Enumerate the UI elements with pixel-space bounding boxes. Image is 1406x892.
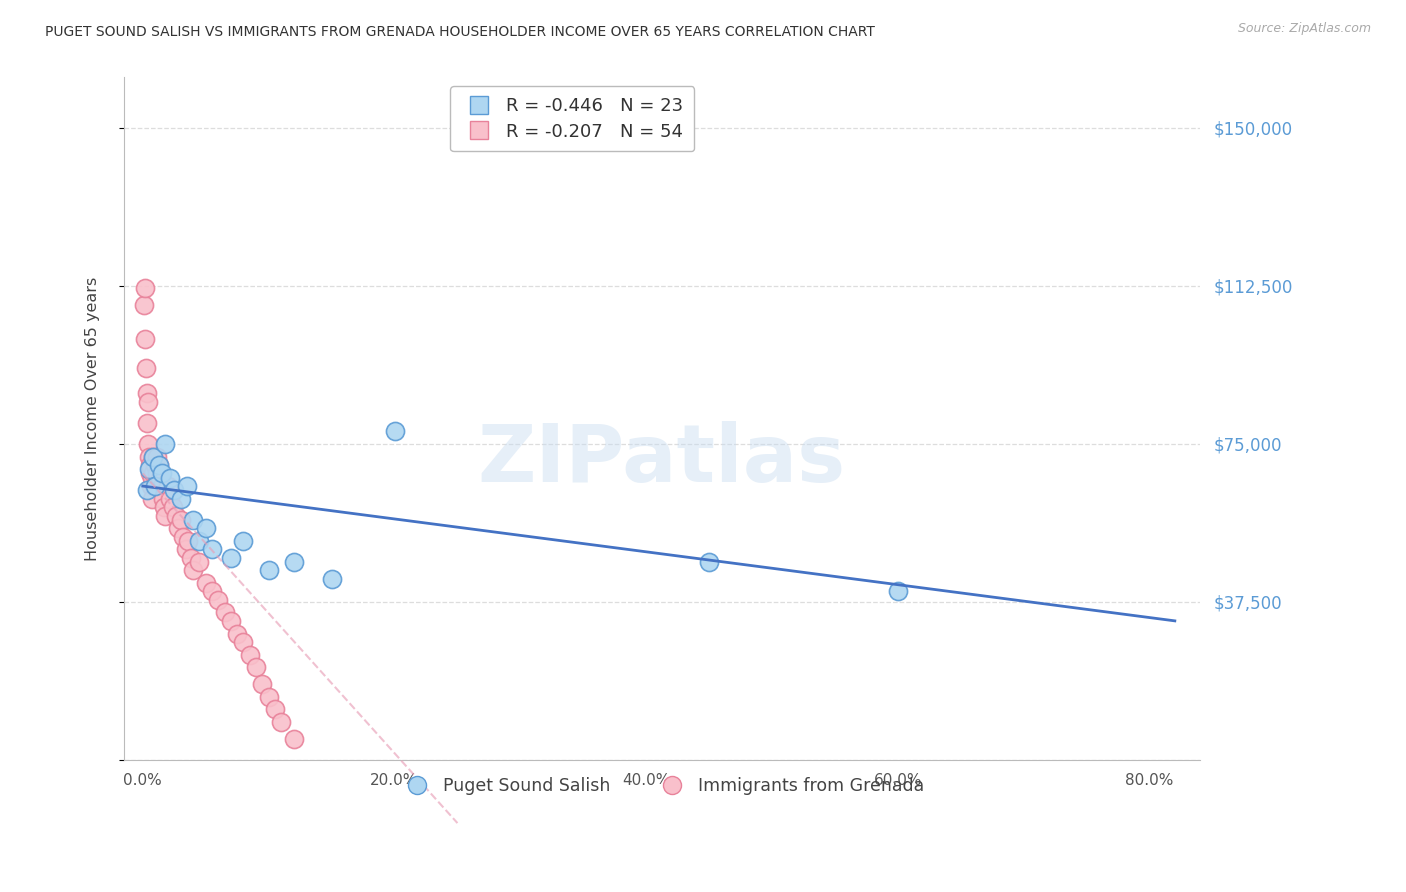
Point: [245, 660, 267, 674]
Point: [136, 416, 159, 430]
Point: [239, 648, 262, 662]
Point: [153, 500, 176, 515]
Point: [138, 467, 160, 481]
Point: [169, 513, 191, 527]
Point: [384, 425, 406, 439]
Point: [143, 458, 166, 472]
Point: [165, 508, 187, 523]
Point: [156, 479, 179, 493]
Point: [697, 555, 720, 569]
Point: [162, 500, 184, 515]
Point: [143, 479, 166, 493]
Point: [232, 533, 254, 548]
Point: [142, 450, 165, 464]
Point: [138, 462, 160, 476]
Point: [132, 298, 155, 312]
Point: [181, 513, 204, 527]
Point: [141, 470, 163, 484]
Point: [321, 572, 343, 586]
Point: [232, 635, 254, 649]
Point: [135, 386, 157, 401]
Point: [148, 458, 170, 472]
Point: [283, 731, 305, 746]
Point: [214, 606, 236, 620]
Point: [159, 491, 181, 506]
Point: [167, 521, 190, 535]
Point: [155, 437, 177, 451]
Point: [139, 458, 162, 472]
Point: [194, 576, 217, 591]
Point: [257, 690, 280, 704]
Point: [136, 394, 159, 409]
Point: [141, 491, 163, 506]
Point: [257, 563, 280, 577]
Text: Source: ZipAtlas.com: Source: ZipAtlas.com: [1237, 22, 1371, 36]
Point: [159, 470, 181, 484]
Point: [194, 521, 217, 535]
Legend: Puget Sound Salish, Immigrants from Grenada: Puget Sound Salish, Immigrants from Gren…: [394, 771, 931, 803]
Point: [138, 437, 160, 451]
Point: [135, 483, 157, 498]
Text: PUGET SOUND SALISH VS IMMIGRANTS FROM GRENADA HOUSEHOLDER INCOME OVER 65 YEARS C: PUGET SOUND SALISH VS IMMIGRANTS FROM GR…: [45, 25, 875, 39]
Point: [264, 702, 287, 716]
Point: [219, 614, 242, 628]
Point: [134, 332, 156, 346]
Point: [207, 592, 229, 607]
Point: [142, 450, 165, 464]
Point: [134, 281, 156, 295]
Text: ZIPatlas: ZIPatlas: [478, 421, 846, 499]
Point: [146, 479, 169, 493]
Point: [283, 555, 305, 569]
Point: [270, 714, 292, 729]
Point: [145, 479, 167, 493]
Point: [219, 550, 242, 565]
Point: [172, 530, 194, 544]
Point: [146, 467, 169, 481]
Point: [201, 584, 224, 599]
Point: [180, 550, 202, 565]
Point: [181, 563, 204, 577]
Point: [188, 533, 211, 548]
Point: [887, 584, 910, 599]
Point: [145, 479, 167, 493]
Point: [149, 470, 172, 484]
Point: [135, 361, 157, 376]
Point: [150, 479, 173, 493]
Point: [226, 626, 249, 640]
Point: [177, 533, 200, 548]
Point: [145, 450, 167, 464]
Point: [201, 542, 224, 557]
Point: [150, 467, 173, 481]
Point: [188, 555, 211, 569]
Point: [139, 479, 162, 493]
Point: [163, 483, 186, 498]
Point: [169, 491, 191, 506]
Point: [152, 491, 174, 506]
Point: [155, 508, 177, 523]
Point: [176, 479, 198, 493]
Point: [138, 450, 160, 464]
Point: [148, 458, 170, 472]
Point: [252, 677, 274, 691]
Point: [142, 467, 165, 481]
Point: [174, 542, 197, 557]
Y-axis label: Householder Income Over 65 years: Householder Income Over 65 years: [86, 277, 100, 561]
